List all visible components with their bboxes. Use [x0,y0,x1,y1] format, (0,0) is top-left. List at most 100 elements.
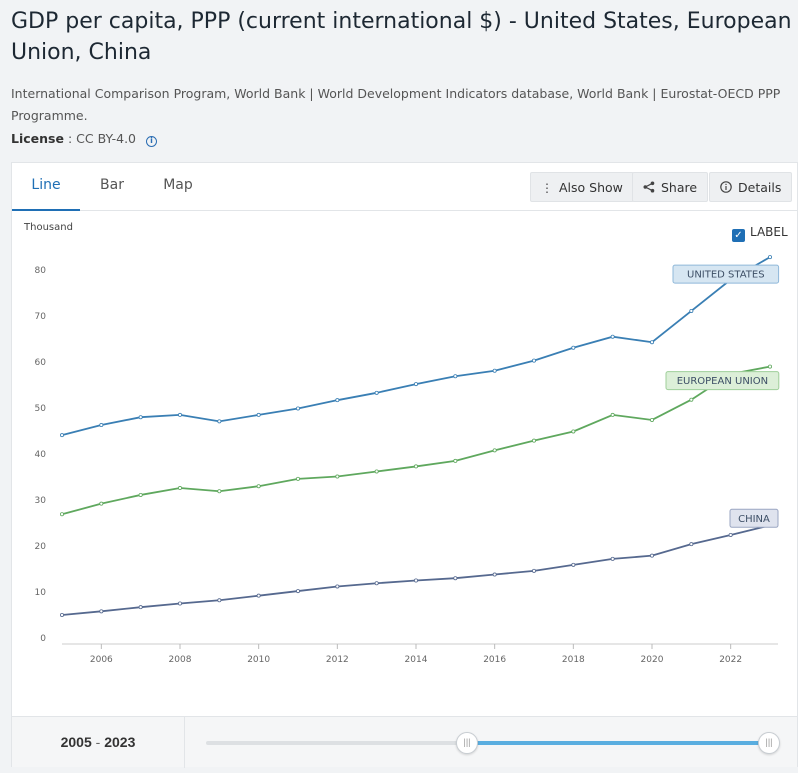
data-point [650,340,655,345]
details-button[interactable]: Details [709,172,793,203]
tab-bar[interactable]: Bar [100,177,124,193]
range-label: 2005 - 2023 [12,717,185,768]
data-point [453,458,458,463]
tab-line[interactable]: Line [12,163,80,211]
y-tick-label: 50 [35,404,47,414]
range-end-handle[interactable]: ||| [758,732,780,754]
data-point [728,532,733,537]
license-line: License : CC BY-4.0 i [11,129,157,149]
data-point [256,412,261,417]
range-start: 2005 [60,734,92,750]
data-point [177,601,182,606]
also-show-label: Also Show [559,180,623,195]
data-point [99,501,104,506]
data-point [453,374,458,379]
range-track-fill [468,741,770,745]
x-tick-label: 2022 [719,655,742,665]
data-point [138,415,143,420]
x-tick-label: 2008 [169,655,192,665]
tab-map[interactable]: Map [163,177,193,193]
checkbox-checked-icon[interactable]: ✓ [732,229,745,242]
vertical-dots-icon: ⋮ [541,181,553,195]
data-point [689,308,694,313]
chart-tabs: Line Bar Map ⋮ Also Show Share Details [12,163,797,211]
data-point [374,581,379,586]
data-point [610,412,615,417]
data-point [295,476,300,481]
y-tick-label: 60 [35,358,47,368]
series-label-text: UNITED STATES [687,270,765,281]
data-point [138,492,143,497]
data-point [650,553,655,558]
details-label: Details [738,180,782,195]
data-point [177,486,182,491]
x-tick-label: 2010 [247,655,270,665]
y-tick-label: 0 [40,634,46,644]
x-tick-label: 2020 [641,655,664,665]
data-point [689,397,694,402]
data-point [453,576,458,581]
x-tick-label: 2018 [562,655,585,665]
range-start-handle[interactable]: ||| [456,732,478,754]
data-point [295,589,300,594]
data-point [571,429,576,434]
y-axis-label: Thousand [23,222,73,233]
share-label: Share [661,180,698,195]
data-point [217,489,222,494]
license-label: License [11,131,64,146]
x-tick-label: 2016 [483,655,506,665]
range-separator: - [95,734,101,750]
data-point [335,474,340,479]
data-point [295,406,300,411]
data-point [177,412,182,417]
data-point [256,593,261,598]
data-point [610,334,615,339]
data-point [571,345,576,350]
data-point [768,364,773,369]
data-point [610,556,615,561]
also-show-button[interactable]: ⋮ Also Show [530,172,634,202]
data-point [413,464,418,469]
y-tick-label: 80 [35,266,47,276]
license-value: : CC BY-4.0 [67,131,137,146]
y-tick-label: 10 [35,588,47,598]
series-label-box [672,264,780,284]
data-point [650,417,655,422]
series-label-box [729,508,779,528]
x-tick-label: 2006 [90,655,113,665]
series-line-united-states [61,256,771,437]
y-tick-label: 20 [35,542,47,552]
y-tick-label: 70 [35,312,47,322]
info-circle-icon [720,173,732,203]
series-line-european-union [61,365,771,516]
source-text: International Comparison Program, World … [11,86,781,123]
data-point [60,433,65,438]
data-point [256,484,261,489]
share-icon [643,173,655,203]
range-footer: 2005 - 2023 ||| ||| [12,716,797,768]
data-point [217,598,222,603]
data-point [768,255,773,260]
data-point [689,542,694,547]
x-tick-label: 2012 [326,655,349,665]
y-tick-label: 40 [35,450,47,460]
data-point [532,438,537,443]
line-chart: Thousand 0 10 20 30 40 50 60 70 80 2006 2008 2010 201… [23,222,780,665]
y-tick-label: 30 [35,496,47,506]
info-icon[interactable]: i [146,136,157,147]
data-point [335,398,340,403]
page-title: GDP per capita, PPP (current internation… [11,9,792,65]
label-toggle-text: LABEL [750,225,788,239]
label-toggle[interactable]: ✓ LABEL [732,225,788,242]
data-point [413,382,418,387]
data-point [532,358,537,363]
data-point [60,512,65,517]
series-label-text: EUROPEAN UNION [677,376,768,387]
share-button[interactable]: Share [632,172,709,203]
data-point [374,390,379,395]
data-point [99,609,104,614]
data-point [413,578,418,583]
series-label-text: CHINA [738,514,770,525]
data-point [571,562,576,567]
data-point [532,568,537,573]
